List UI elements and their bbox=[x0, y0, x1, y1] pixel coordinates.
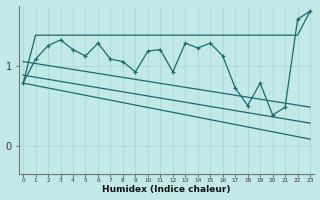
X-axis label: Humidex (Indice chaleur): Humidex (Indice chaleur) bbox=[102, 185, 231, 194]
